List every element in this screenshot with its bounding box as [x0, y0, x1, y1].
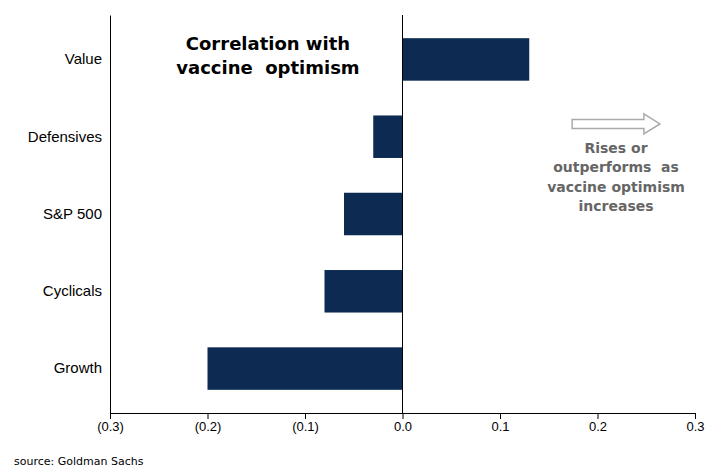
x-tick-mark [598, 413, 599, 419]
plot-area: (0.3) (0.2) (0.1) 0.0 0.1 0.2 0.3 Value Defensiv… [28, 15, 705, 434]
x-tick-mark [208, 413, 209, 419]
title-line: Correlation with [186, 33, 350, 54]
x-tick-label: 0.0 [394, 419, 412, 434]
x-tick: 0.0 [394, 413, 412, 434]
y-axis: Value Defensives S&P 500 Cyclicals Growth [28, 16, 111, 414]
bar [373, 115, 402, 158]
x-tick: (0.1) [292, 413, 319, 434]
x-tick: 0.3 [686, 413, 704, 434]
bar [208, 347, 403, 390]
y-tick: S&P 500 [43, 205, 110, 222]
annotation-line: increases [578, 198, 653, 214]
y-tick-label: Growth [54, 359, 102, 376]
x-tick: 0.2 [589, 413, 607, 434]
arrow [572, 114, 660, 134]
x-tick: 0.1 [491, 413, 509, 434]
bar [403, 38, 530, 81]
x-tick-label: (0.1) [292, 419, 319, 434]
title: Correlation with vaccine optimism [176, 33, 359, 77]
source: source: Goldman Sachs [14, 455, 144, 468]
y-tick: Cyclicals [43, 282, 110, 299]
y-tick-label: S&P 500 [43, 205, 102, 222]
y-tick: Value [65, 50, 110, 67]
x-tick-mark [403, 413, 404, 419]
bar [344, 193, 403, 236]
chart-svg: (0.3) (0.2) (0.1) 0.0 0.1 0.2 0.3 Value Defensiv… [0, 0, 720, 471]
annotation-line: Rises or [584, 140, 647, 156]
annotation: Rises or outperforms as vaccine optimism in… [547, 140, 685, 215]
x-tick-mark [695, 413, 696, 419]
y-tick-label: Cyclicals [43, 282, 102, 299]
x-tick-mark [500, 413, 501, 419]
y-tick-label: Defensives [28, 128, 102, 145]
y-tick: Growth [54, 359, 110, 376]
y-tick-label: Value [65, 50, 102, 67]
bar [325, 270, 403, 313]
x-tick-mark [305, 413, 306, 419]
x-tick-label: (0.3) [97, 419, 124, 434]
x-tick: (0.3) [97, 413, 124, 434]
x-tick: (0.2) [195, 413, 222, 434]
x-tick-mark [110, 413, 111, 419]
y-tick: Defensives [28, 128, 110, 145]
title-line: vaccine optimism [176, 57, 359, 78]
annotation-line: outperforms as [553, 159, 679, 175]
x-tick-label: 0.1 [491, 419, 509, 434]
x-tick-label: 0.3 [686, 419, 704, 434]
x-axis: (0.3) (0.2) (0.1) 0.0 0.1 0.2 0.3 [97, 413, 704, 434]
x-tick-label: 0.2 [589, 419, 607, 434]
y-axis-line [110, 16, 111, 414]
zero-line [402, 15, 403, 413]
x-axis-line [111, 414, 696, 420]
x-tick-label: (0.2) [195, 419, 222, 434]
annotation-line: vaccine optimism [547, 179, 685, 195]
